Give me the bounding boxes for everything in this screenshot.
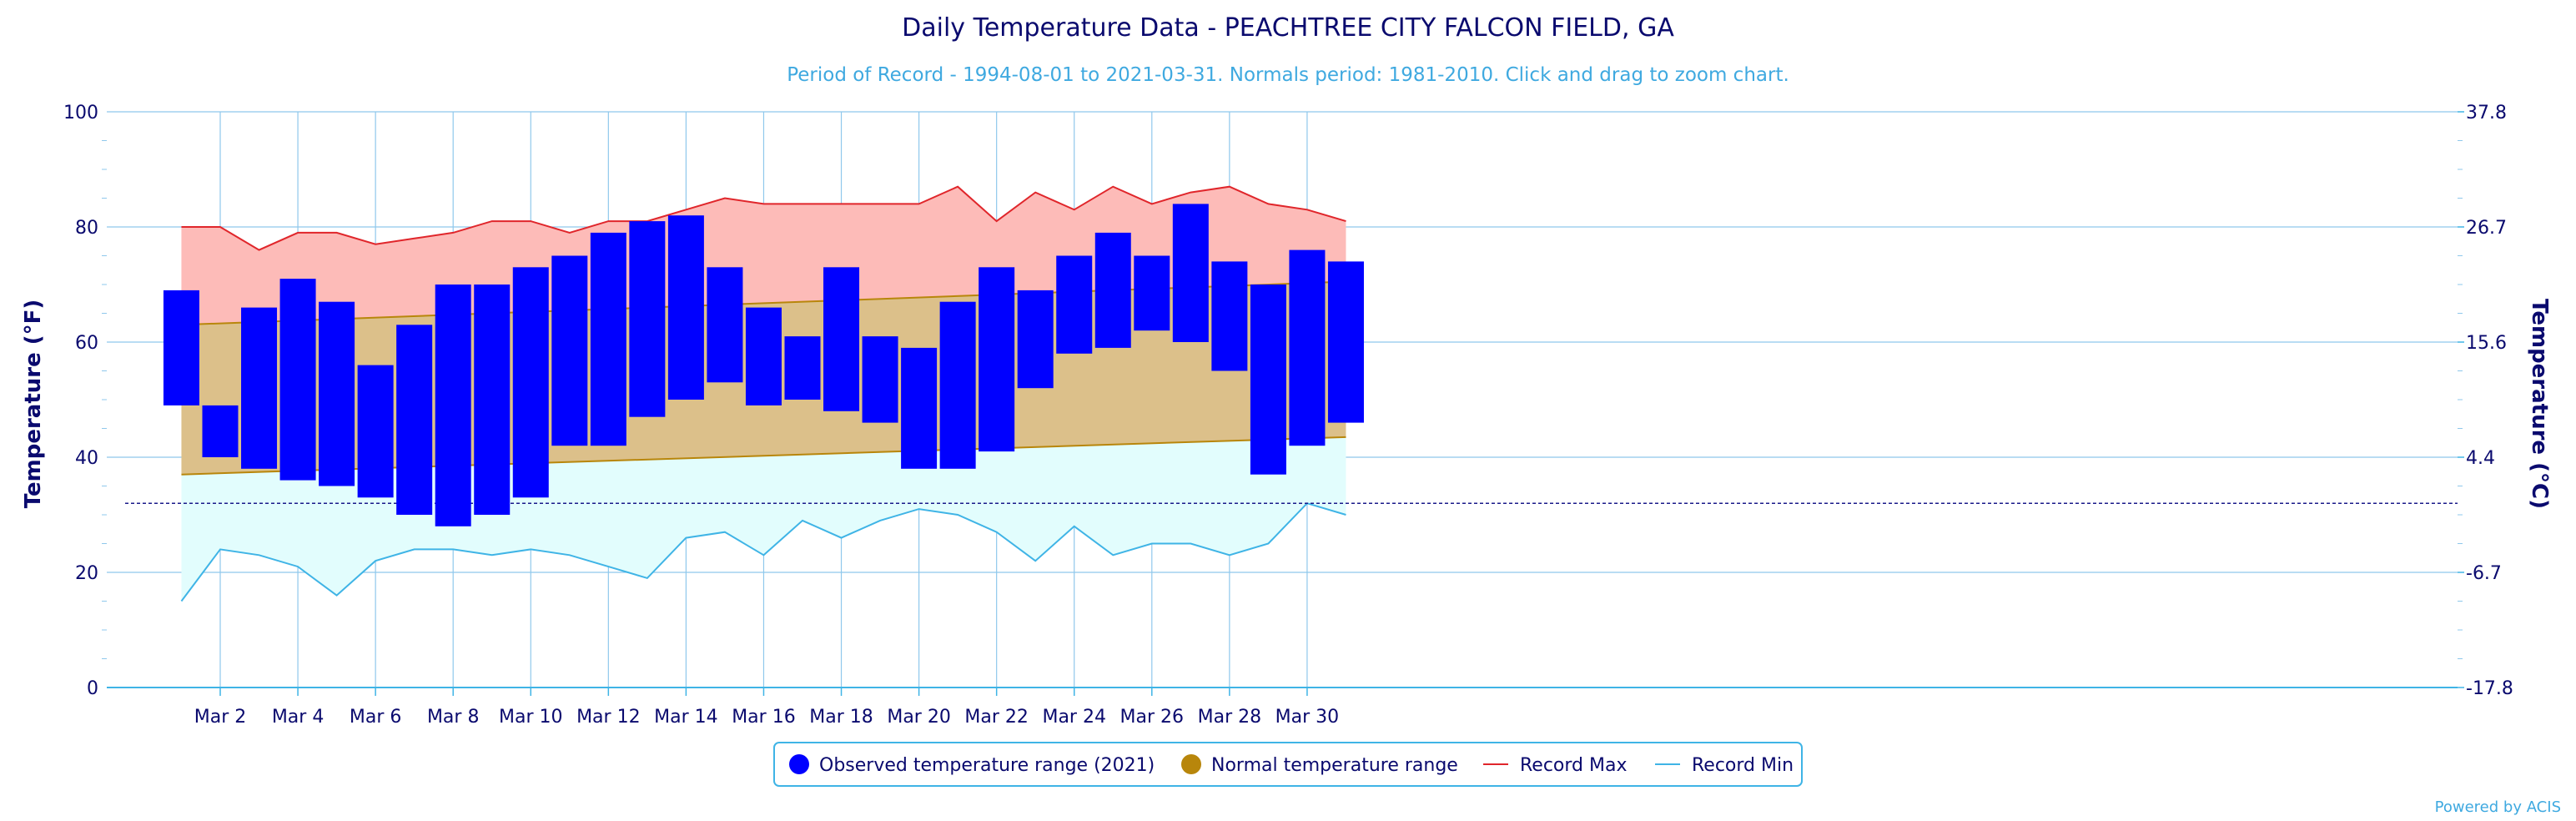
- x-tick-label: Mar 4: [272, 707, 325, 728]
- x-tick-label: Mar 18: [809, 707, 873, 728]
- x-tick-label: Mar 8: [427, 707, 480, 728]
- observed-bar: [474, 285, 511, 515]
- observed-bar: [163, 290, 199, 405]
- x-tick-label: Mar 26: [1120, 707, 1185, 728]
- axes: 0 -17.8 20 -6.7 40 4.4 60 15.6 80 26.7 100 37.8 Mar …: [63, 103, 2513, 728]
- observed-bar: [979, 267, 1015, 452]
- y-tick-label-right: 37.8: [2466, 103, 2507, 123]
- legend-observed-label[interactable]: Observed temperature range (2021): [819, 755, 1155, 776]
- legend-normal-marker: [1181, 754, 1201, 774]
- observed-bar: [1094, 232, 1131, 348]
- observed-bar: [1250, 285, 1286, 475]
- observed-bar: [784, 336, 821, 400]
- observed-bar: [435, 285, 471, 526]
- legend: Observed temperature range (2021) Normal…: [773, 742, 1803, 787]
- observed-bar: [667, 215, 704, 400]
- observed-bar: [823, 267, 860, 411]
- x-tick-label: Mar 16: [732, 707, 796, 728]
- observed-bar: [357, 365, 394, 498]
- observed-bar: [1327, 261, 1364, 423]
- x-tick-label: Mar 2: [194, 707, 247, 728]
- legend-record-max-label[interactable]: Record Max: [1520, 755, 1628, 776]
- x-tick-label: Mar 24: [1042, 707, 1106, 728]
- legend-record-min-label[interactable]: Record Min: [1692, 755, 1794, 776]
- y-tick-label-right: -17.8: [2466, 678, 2513, 699]
- temperature-bands: [125, 185, 2458, 602]
- legend-observed-marker: [789, 754, 809, 774]
- observed-bar: [512, 267, 549, 498]
- y-tick-label-right: 15.6: [2466, 333, 2507, 354]
- chart-title: Daily Temperature Data - PEACHTREE CITY …: [902, 13, 1674, 43]
- observed-bar: [1017, 290, 1054, 389]
- y-tick-label-right: -6.7: [2466, 563, 2502, 584]
- observed-bar: [319, 301, 355, 486]
- x-tick-label: Mar 14: [654, 707, 718, 728]
- x-tick-label: Mar 6: [350, 707, 402, 728]
- observed-bar: [1211, 261, 1248, 371]
- observed-bar: [1056, 255, 1093, 354]
- record-max-band: [181, 186, 1346, 325]
- observed-bar: [551, 255, 588, 446]
- observed-bars: [163, 204, 1364, 526]
- observed-bar: [1172, 204, 1209, 342]
- y-tick-label-right: 26.7: [2466, 218, 2507, 239]
- observed-bar: [590, 232, 626, 446]
- y-tick-label-left: 0: [87, 678, 98, 699]
- x-tick-label: Mar 28: [1198, 707, 1262, 728]
- observed-bar: [707, 267, 743, 383]
- observed-bar: [202, 405, 239, 457]
- record-max-line: [181, 185, 1346, 251]
- x-tick-label: Mar 20: [887, 707, 951, 728]
- observed-bar: [901, 347, 938, 469]
- observed-bar: [1289, 249, 1326, 446]
- y-tick-label-left: 80: [75, 218, 98, 239]
- observed-bar: [629, 221, 666, 417]
- legend-box: [773, 742, 1803, 787]
- y-tick-label-left: 100: [63, 103, 98, 123]
- observed-bar: [939, 301, 976, 469]
- y-axis-title-left: Temperature (°F): [21, 300, 46, 509]
- observed-bar: [862, 336, 898, 423]
- record-min-line: [180, 502, 1346, 602]
- y-tick-label-right: 4.4: [2466, 448, 2495, 469]
- observed-bar: [241, 307, 278, 469]
- observed-bar: [279, 279, 316, 481]
- observed-bar: [396, 325, 433, 515]
- observed-bar: [1134, 255, 1170, 331]
- chart-subtitle: Period of Record - 1994-08-01 to 2021-03…: [787, 64, 1789, 86]
- observed-bar: [745, 307, 782, 405]
- y-tick-label-left: 60: [75, 333, 98, 354]
- y-axis-title-right: Temperature (°C): [2527, 299, 2552, 509]
- x-tick-label: Mar 30: [1275, 707, 1340, 728]
- y-tick-label-left: 20: [75, 563, 98, 584]
- legend-normal-label[interactable]: Normal temperature range: [1211, 755, 1458, 776]
- y-tick-label-left: 40: [75, 448, 98, 469]
- record-min-band: [181, 436, 1346, 602]
- x-tick-label: Mar 22: [964, 707, 1029, 728]
- x-tick-label: Mar 10: [499, 707, 563, 728]
- credit-link[interactable]: Powered by ACIS: [2435, 798, 2561, 816]
- x-tick-label: Mar 12: [576, 707, 641, 728]
